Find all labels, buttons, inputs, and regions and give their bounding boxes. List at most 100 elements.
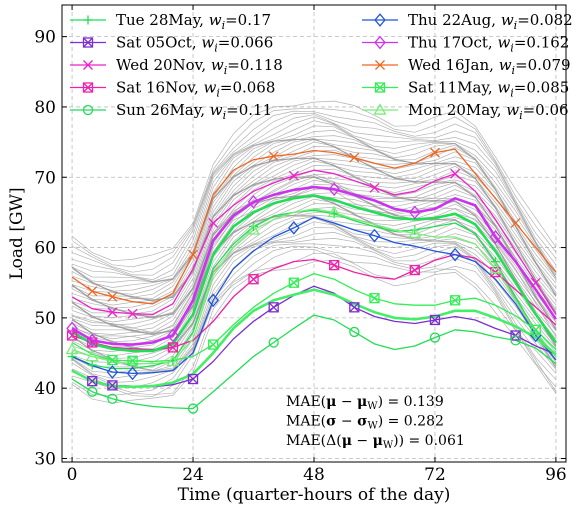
legend-entry: Wed 20Nov, wi=0.118 bbox=[70, 56, 283, 77]
marker-part bbox=[65, 342, 79, 355]
marker-part bbox=[349, 326, 360, 338]
marker-part bbox=[408, 205, 421, 220]
marker-part bbox=[208, 217, 219, 228]
series-marker-boxx bbox=[349, 302, 360, 313]
marker-part bbox=[248, 274, 259, 285]
series-markers bbox=[65, 147, 542, 414]
annotation-part: μ bbox=[373, 433, 383, 449]
marker-part bbox=[488, 261, 502, 274]
background-curve bbox=[71, 176, 557, 329]
series-marker-boxx bbox=[248, 274, 259, 285]
legend-weight-subscript: i bbox=[224, 64, 228, 77]
marker-part bbox=[208, 339, 219, 350]
background-curve bbox=[71, 252, 557, 396]
marker-part bbox=[288, 277, 299, 288]
marker-part bbox=[374, 35, 386, 50]
x-tick-label: 24 bbox=[182, 465, 204, 485]
legend-label-name: Thu 22Aug, bbox=[408, 11, 501, 29]
series-marker-plus bbox=[87, 360, 97, 370]
series-marker-x bbox=[375, 60, 385, 70]
annotation-part: ) = 0.139 bbox=[378, 394, 444, 410]
y-tick-label: 40 bbox=[34, 379, 56, 399]
legend-entry: Sat 16Nov, wi=0.068 bbox=[70, 79, 275, 100]
background-curve bbox=[71, 100, 557, 261]
series-marker-diamond bbox=[368, 228, 381, 243]
marker-part bbox=[107, 354, 118, 366]
marker-part bbox=[288, 170, 299, 181]
marker-part bbox=[127, 308, 138, 319]
series-marker-diamond bbox=[126, 366, 139, 381]
marker-part bbox=[288, 221, 300, 235]
series-marker-triangle bbox=[65, 342, 79, 355]
x-tick-label: 48 bbox=[303, 465, 325, 485]
legend-weight-subscript: i bbox=[510, 42, 514, 55]
axis-ticks: 0 24 48 72 96 30 40 50 60 70 80 90 bbox=[34, 5, 567, 485]
series-marker-boxx bbox=[82, 37, 94, 48]
mae-annotation: MAE(μ − μW) = 0.139 bbox=[286, 394, 444, 412]
annotation-part: W bbox=[367, 421, 378, 432]
background-curve bbox=[72, 157, 557, 319]
series-marker-x bbox=[450, 168, 461, 179]
annotation-part: μ bbox=[342, 433, 352, 449]
marker-part bbox=[127, 355, 138, 366]
marker-part bbox=[107, 393, 118, 404]
legend-label: Sat 05Oct, wi=0.066 bbox=[116, 34, 273, 55]
legend-label: Tue 28May, wi=0.17 bbox=[116, 11, 271, 32]
series-marker-x bbox=[127, 308, 138, 319]
marker-part bbox=[82, 104, 94, 116]
marker-part bbox=[328, 182, 340, 197]
marker-part bbox=[373, 103, 387, 115]
series-marker-boxx bbox=[449, 295, 461, 306]
marker-part bbox=[510, 335, 521, 346]
series-marker-circle bbox=[187, 403, 199, 414]
series-marker-diamond bbox=[66, 321, 78, 336]
legend-label-name: Wed 20Nov, bbox=[116, 56, 211, 74]
legend-weight-value: =0.162 bbox=[514, 34, 570, 52]
series-marker-circle bbox=[87, 386, 98, 397]
legend-entry: Sat 11May, wi=0.085 bbox=[362, 79, 569, 100]
series-marker-diamond bbox=[408, 205, 421, 220]
marker-part bbox=[86, 333, 99, 348]
marker-part bbox=[530, 277, 541, 288]
series-line bbox=[71, 314, 557, 410]
legend-weight-subscript: i bbox=[223, 109, 227, 122]
legend-weight-value: =0.17 bbox=[225, 11, 271, 29]
legend-entry: Sun 26May, wi=0.11 bbox=[70, 101, 272, 122]
annotation-part: − bbox=[336, 414, 357, 430]
marker-part bbox=[375, 82, 385, 93]
marker-part bbox=[329, 260, 340, 271]
marker-part bbox=[82, 82, 94, 93]
marker-part bbox=[247, 195, 260, 209]
legend-entry: Sat 05Oct, wi=0.066 bbox=[70, 34, 273, 55]
marker-part bbox=[349, 302, 360, 313]
series-marker-circle bbox=[82, 104, 94, 116]
legend-weight-value: =0.085 bbox=[514, 79, 570, 97]
series-marker-boxx bbox=[167, 342, 179, 353]
series-marker-boxx bbox=[409, 264, 420, 276]
series-marker-x bbox=[188, 249, 198, 260]
series-marker-boxx bbox=[187, 373, 199, 385]
series-marker-diamond bbox=[288, 221, 300, 235]
marker-part bbox=[246, 223, 261, 235]
legend-weight-subscript: i bbox=[514, 19, 518, 32]
series-marker-diamond bbox=[167, 328, 179, 343]
series-marker-triangle bbox=[85, 349, 99, 362]
marker-part bbox=[409, 264, 420, 276]
series-marker-circle bbox=[429, 332, 441, 343]
legend-weight-value: =0.118 bbox=[227, 56, 283, 74]
marker-part bbox=[268, 337, 279, 348]
series-marker-diamond bbox=[489, 230, 502, 244]
background-curve bbox=[71, 112, 557, 276]
y-tick-label: 60 bbox=[34, 239, 56, 259]
series-marker-diamond bbox=[374, 35, 386, 50]
legend-label: Mon 20May, wi=0.06 bbox=[408, 101, 569, 122]
series-marker-boxx bbox=[208, 339, 219, 350]
y-tick-label: 30 bbox=[34, 449, 56, 469]
marker-part bbox=[87, 375, 98, 387]
series-marker-diamond bbox=[86, 333, 99, 348]
background-curve bbox=[71, 238, 557, 383]
series-marker-boxx bbox=[369, 293, 380, 304]
legend-label: Wed 16Jan, wi=0.079 bbox=[408, 56, 571, 77]
series-marker-boxx bbox=[127, 355, 138, 366]
marker-part bbox=[83, 37, 93, 48]
